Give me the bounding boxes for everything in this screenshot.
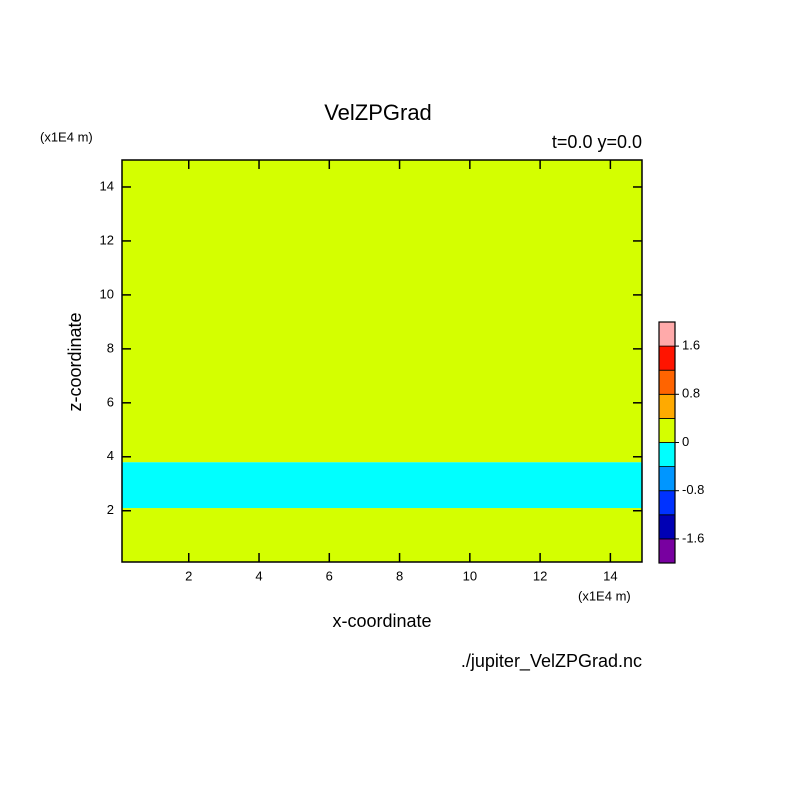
y-tick-label: 4	[107, 448, 114, 463]
x-unit: (x1E4 m)	[578, 588, 631, 603]
colorbar-box	[658, 345, 676, 371]
y-tick-label: 12	[100, 232, 114, 247]
colorbar-tick-label: -0.8	[682, 482, 704, 497]
y-tick-label: 8	[107, 340, 114, 355]
x-tick-label: 8	[396, 568, 403, 583]
y-tick-label: 14	[100, 178, 114, 193]
x-tick-label: 6	[326, 568, 333, 583]
colorbar-tick-label: 0.8	[682, 386, 700, 401]
y-tick-label: 6	[107, 394, 114, 409]
y-tick-label: 2	[107, 502, 114, 517]
colorbar-box	[658, 321, 676, 347]
x-axis-label: x-coordinate	[332, 611, 431, 631]
y-tick-label: 10	[100, 286, 114, 301]
colorbar-box	[658, 417, 676, 443]
colorbar-box	[658, 442, 676, 468]
colorbar-box	[658, 514, 676, 540]
x-tick-label: 10	[463, 568, 477, 583]
chart-title: VelZPGrad	[324, 100, 432, 125]
colorbar-tick-label: 0	[682, 434, 689, 449]
colorbar-tick-label: -1.6	[682, 530, 704, 545]
chart-subtitle: t=0.0 y=0.0	[552, 132, 642, 152]
colorbar-box	[658, 369, 676, 395]
plot-frame	[121, 159, 643, 563]
colorbar-tick-label: 1.6	[682, 338, 700, 353]
contour-region	[122, 508, 642, 562]
colorbar-box	[658, 538, 676, 564]
colorbar-box	[658, 490, 676, 516]
source-label: ./jupiter_VelZPGrad.nc	[461, 651, 642, 672]
colorbar-box	[658, 466, 676, 492]
y-axis-label: z-coordinate	[65, 312, 85, 411]
x-tick-label: 2	[185, 568, 192, 583]
contour-region	[122, 462, 642, 509]
colorbar-box	[658, 393, 676, 419]
x-tick-label: 4	[255, 568, 262, 583]
x-tick-label: 12	[533, 568, 547, 583]
y-unit: (x1E4 m)	[40, 129, 93, 144]
x-tick-label: 14	[603, 568, 617, 583]
contour-region	[122, 160, 642, 463]
